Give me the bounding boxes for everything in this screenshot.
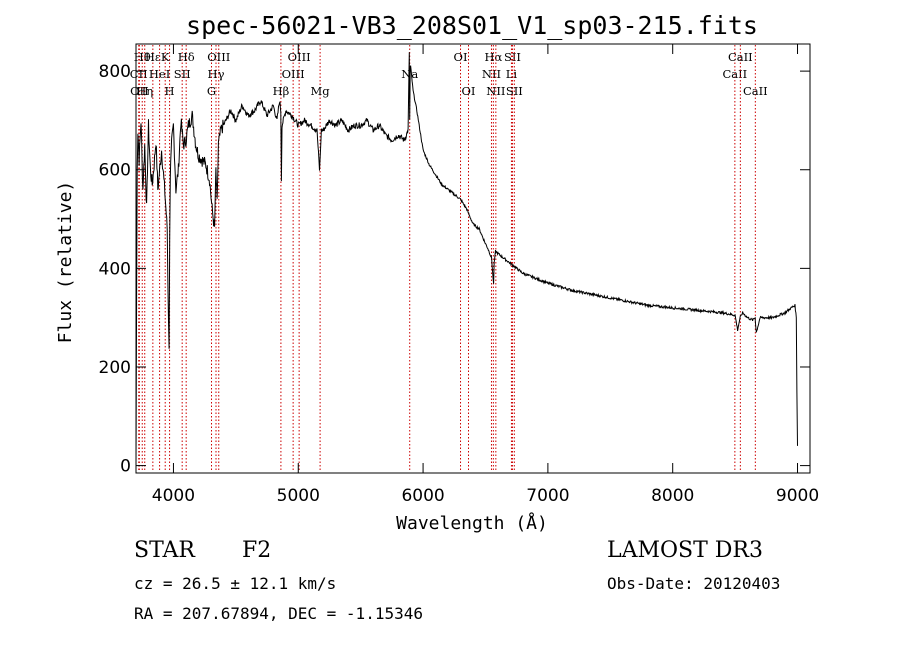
line-marker-label: NII bbox=[482, 67, 501, 81]
line-marker-label: Hβ bbox=[273, 84, 290, 98]
line-marker-label: OIII bbox=[207, 50, 230, 64]
line-marker-label: CaII bbox=[722, 67, 747, 81]
x-tick-label: 8000 bbox=[651, 486, 694, 506]
coordinates: RA = 207.67894, DEC = -1.15346 bbox=[134, 604, 423, 623]
line-marker-label: OI bbox=[454, 50, 468, 64]
line-marker-label: Hδ bbox=[178, 50, 195, 64]
line-marker-label: NII bbox=[486, 84, 505, 98]
y-axis-label: Flux (relative) bbox=[55, 181, 76, 344]
object-class: STAR bbox=[134, 538, 195, 563]
x-tick-label: 6000 bbox=[401, 486, 444, 506]
line-marker-label: CaII bbox=[743, 84, 768, 98]
line-marker-label: SII bbox=[506, 84, 523, 98]
line-marker-label: G bbox=[207, 84, 216, 98]
y-tick-label: 400 bbox=[99, 259, 131, 279]
line-marker-label: K bbox=[161, 50, 170, 64]
line-marker-label: Hα bbox=[484, 50, 502, 64]
line-marker-label: OIII bbox=[282, 67, 305, 81]
y-tick-label: 600 bbox=[99, 161, 131, 181]
line-marker-label: Hθ bbox=[134, 50, 151, 64]
x-tick-label: 5000 bbox=[277, 486, 320, 506]
line-marker-label: CII bbox=[130, 67, 148, 81]
line-marker-label: Hγ bbox=[208, 67, 225, 81]
spectrum-line bbox=[135, 52, 798, 466]
x-axis: 4000 5000 6000 7000 8000 9000 bbox=[152, 44, 819, 506]
line-marker-label: CaII bbox=[728, 50, 753, 64]
observation-date: Obs-Date: 20120403 bbox=[607, 574, 781, 593]
redshift-velocity: cz = 26.5 ± 12.1 km/s bbox=[134, 574, 337, 593]
x-tick-label: 7000 bbox=[526, 486, 569, 506]
line-marker-label: Hε bbox=[145, 50, 161, 64]
x-tick-label: 4000 bbox=[152, 486, 195, 506]
x-tick-label: 9000 bbox=[776, 486, 819, 506]
x-axis-label: Wavelength (Å) bbox=[396, 512, 548, 534]
spectral-line-markers: CII OII Hθ Hη Hε HeI K H SII Hδ Hγ G OIII Hβ OIII OIII M… bbox=[130, 45, 768, 472]
object-subclass: F2 bbox=[242, 538, 272, 563]
line-marker-label: HeI bbox=[149, 67, 170, 81]
y-tick-label: 800 bbox=[99, 62, 131, 82]
chart-title: spec-56021-VB3_208S01_V1_sp03-215.fits bbox=[186, 11, 758, 40]
line-marker-label: Hη bbox=[136, 84, 153, 98]
line-marker-label: OII bbox=[130, 84, 149, 98]
line-marker-label: Mg bbox=[311, 84, 331, 98]
line-marker-label: SII bbox=[174, 67, 191, 81]
line-marker-label: SII bbox=[504, 50, 521, 64]
line-marker-label: OIII bbox=[288, 50, 311, 64]
plot-frame bbox=[135, 43, 811, 474]
spectrum-series bbox=[135, 52, 798, 466]
line-marker-label: H bbox=[165, 84, 175, 98]
line-marker-label: Li bbox=[506, 67, 518, 81]
survey-name: LAMOST DR3 bbox=[607, 538, 763, 563]
y-axis: 0 200 400 600 800 bbox=[99, 62, 810, 477]
y-tick-label: 0 bbox=[120, 457, 131, 477]
y-tick-label: 200 bbox=[99, 358, 131, 378]
line-marker-label: OI bbox=[462, 84, 476, 98]
